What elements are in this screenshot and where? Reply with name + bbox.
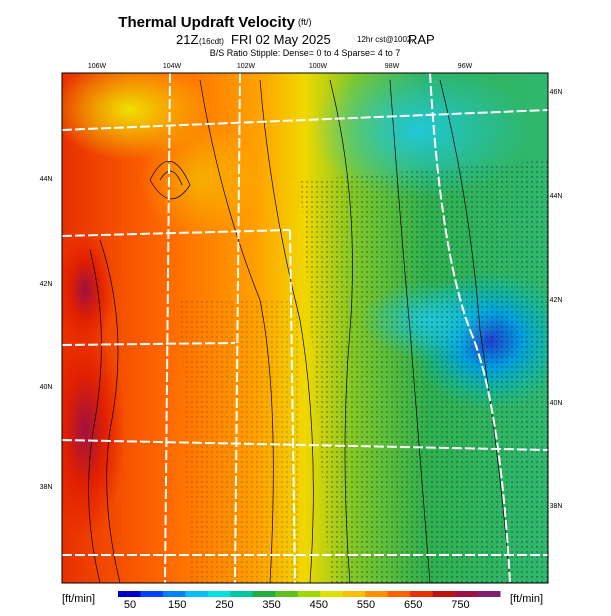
colorbar-swatch bbox=[118, 591, 141, 597]
map-field bbox=[62, 73, 548, 583]
lat-label: 40N bbox=[40, 384, 53, 391]
colorbar-swatch bbox=[230, 591, 254, 597]
colorbar-unit: [ft/min] bbox=[510, 593, 543, 605]
lat-label: 44N bbox=[40, 176, 53, 183]
lat-label: 40N bbox=[550, 400, 563, 407]
lon-label: 104W bbox=[163, 63, 182, 70]
colorbar-swatch bbox=[455, 591, 479, 597]
lat-label: 44N bbox=[550, 193, 563, 200]
title: Thermal Updraft Velocity bbox=[118, 14, 295, 31]
colorbar-swatch bbox=[162, 591, 186, 597]
lat-label: 38N bbox=[40, 484, 53, 491]
subtitle-local: (16cdt) bbox=[199, 37, 224, 46]
colorbar-tick-label: 450 bbox=[310, 599, 328, 611]
colorbar-swatch bbox=[185, 591, 209, 597]
colorbar-swatch bbox=[387, 591, 411, 597]
map-frame bbox=[61, 72, 549, 584]
colorbar-swatch bbox=[365, 591, 389, 597]
lat-label: 38N bbox=[550, 503, 563, 510]
subtitle: 21Z (16cdt) FRI 02 May 2025 12hr cst@100… bbox=[176, 32, 435, 47]
subtitle-date: FRI 02 May 2025 bbox=[231, 32, 331, 47]
colorbar bbox=[118, 591, 501, 597]
colorbar-swatch bbox=[342, 591, 366, 597]
colorbar-swatch bbox=[410, 591, 434, 597]
lon-label: 98W bbox=[385, 63, 400, 70]
lat-label: 42N bbox=[550, 297, 563, 304]
colorbar-tick-label: 750 bbox=[451, 599, 469, 611]
colorbar-tick-label: 350 bbox=[262, 599, 280, 611]
colorbar-tick-label: 550 bbox=[357, 599, 375, 611]
colorbar-tick-label: 250 bbox=[215, 599, 233, 611]
colorbar-swatch bbox=[477, 591, 501, 597]
colorbar-swatch bbox=[140, 591, 164, 597]
colorbar-swatch bbox=[320, 591, 344, 597]
subtitle-model: RAP bbox=[408, 32, 435, 47]
colorbar-tick-label: 650 bbox=[404, 599, 422, 611]
colorbar-swatch bbox=[297, 591, 321, 597]
lat-label: 46N bbox=[550, 89, 563, 96]
subtitle-time: 21Z bbox=[176, 32, 198, 47]
lon-label: 102W bbox=[237, 63, 256, 70]
colorbar-swatch bbox=[252, 591, 276, 597]
lon-label: 100W bbox=[309, 63, 328, 70]
stipple-note: B/S Ratio Stipple: Dense= 0 to 4 Sparse=… bbox=[210, 48, 401, 58]
colorbar-tick-label: 150 bbox=[168, 599, 186, 611]
colorbar-swatch bbox=[207, 591, 231, 597]
colorbar-unit: [ft/min] bbox=[62, 593, 95, 605]
colorbar-swatch bbox=[432, 591, 456, 597]
lon-label: 106W bbox=[88, 63, 107, 70]
colorbar-swatch bbox=[275, 591, 299, 597]
colorbar-tick-label: 50 bbox=[124, 599, 136, 611]
subtitle-fcst: 12hr cst@1002, bbox=[357, 35, 414, 44]
lat-label: 42N bbox=[40, 281, 53, 288]
title-unit: (ft/) bbox=[298, 17, 312, 27]
lon-label: 96W bbox=[458, 63, 473, 70]
